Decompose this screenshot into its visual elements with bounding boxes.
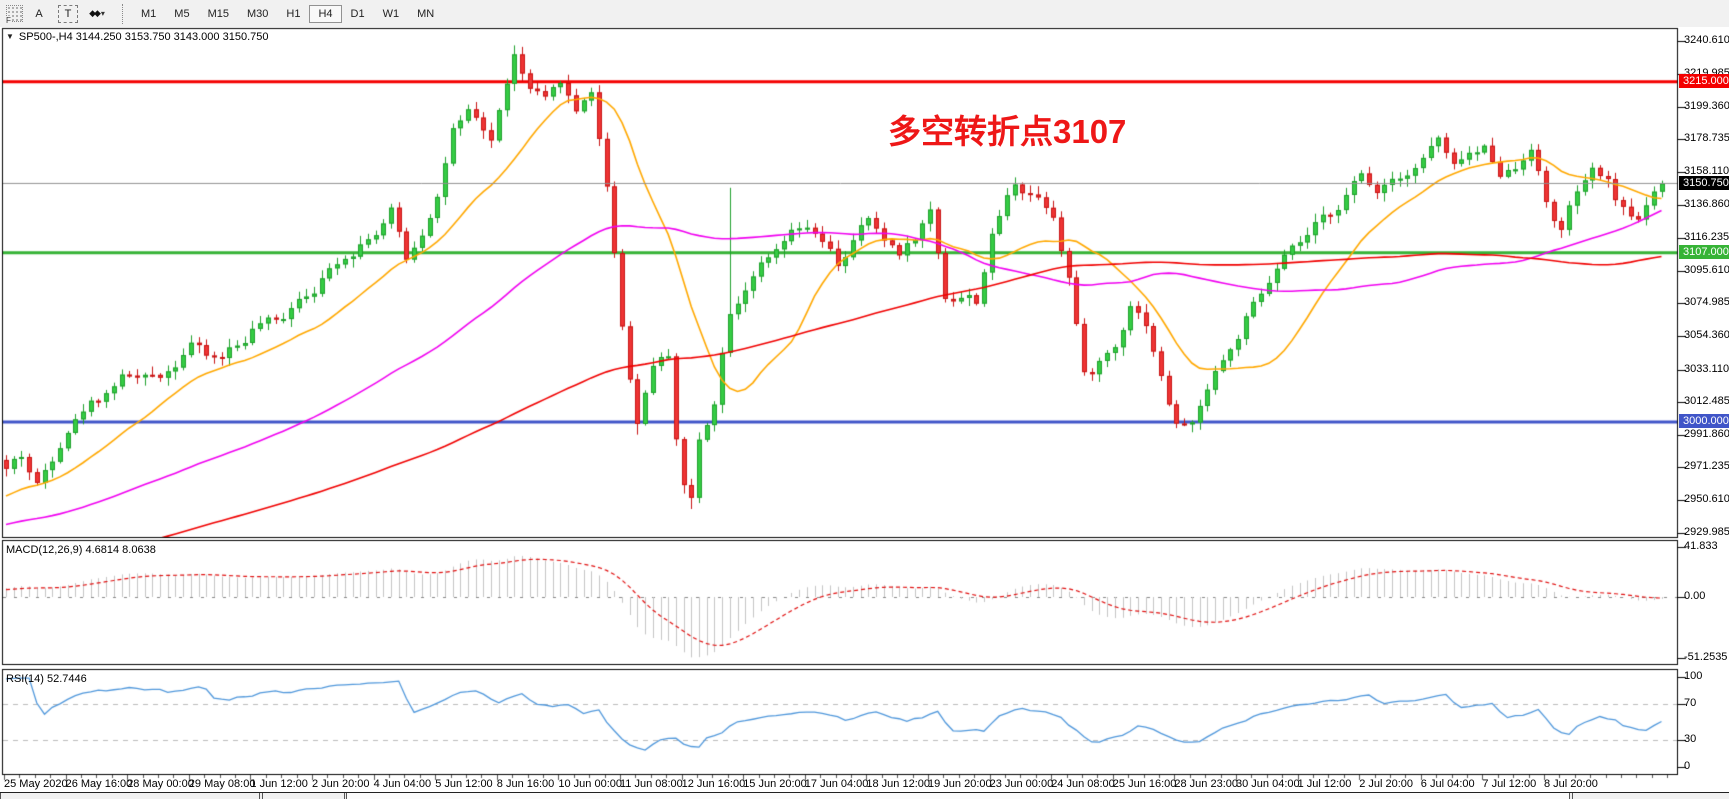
time-tick-label: 25 Jun 16:00 [1112, 778, 1177, 790]
time-tick-label: 23 Jun 00:00 [989, 778, 1054, 790]
time-tick-label: 7 Jul 12:00 [1482, 778, 1537, 790]
price-tick-label: 3116.235 [1684, 231, 1729, 244]
text-label-tool-button[interactable]: T [58, 4, 78, 23]
macd-tick-label: 0.00 [1684, 590, 1706, 602]
chevron-down-icon: ▾ [100, 9, 105, 18]
rsi-tick-label: 30 [1684, 733, 1697, 745]
time-tick-label: 12 Jun 16:00 [681, 778, 746, 790]
price-tick-label: 3136.860 [1684, 198, 1729, 211]
toolbar-gripper-icon[interactable]: F [5, 5, 23, 25]
price-tick-label: 3178.735 [1684, 132, 1729, 145]
time-tick-label: 10 Jun 00:00 [558, 778, 623, 790]
time-tick-label: 18 Jun 12:00 [866, 778, 931, 790]
time-tick-label: 11 Jun 08:00 [620, 778, 683, 790]
time-tick-label: 19 Jun 20:00 [928, 778, 992, 790]
time-tick-label: 28 May 00:00 [127, 778, 194, 790]
arrows-tool-icon: ◆◆ [89, 8, 101, 18]
price-chart-canvas[interactable] [0, 27, 1729, 799]
tf-button-H1[interactable]: H1 [286, 7, 301, 20]
price-badge-3000: 3000.000 [1679, 414, 1729, 429]
price-tick-label: 3054.360 [1684, 328, 1729, 341]
arrows-tool-button[interactable]: ◆◆ ▾ [86, 3, 108, 24]
chart-tab-segment[interactable] [0, 793, 260, 799]
chart-title: ▼ SP500-,H4 3144.250 3153.750 3143.000 31… [6, 31, 268, 43]
time-tick-label: 28 Jun 23:00 [1174, 778, 1239, 790]
macd-tick-label: 41.833 [1684, 540, 1718, 552]
tf-button-M15[interactable]: M15 [207, 7, 229, 20]
price-tick-label: 3199.360 [1684, 99, 1729, 112]
chart-tabs-strip [0, 792, 1729, 799]
price-tick-label: 3033.110 [1684, 362, 1729, 375]
time-tick-label: 8 Jun 16:00 [496, 778, 555, 790]
price-tick-label: 2971.235 [1684, 460, 1729, 473]
rsi-tick-label: 100 [1684, 670, 1703, 682]
macd-label: MACD(12,26,9) 4.6814 8.0638 [6, 544, 156, 556]
price-badge-3215: 3215.000 [1679, 74, 1729, 89]
tf-button-M1[interactable]: M1 [141, 7, 157, 20]
timeframe-group: M1 M5 M15 M30 H1 H4 D1 W1 MN [132, 4, 443, 23]
time-tick-label: 6 Jul 04:00 [1420, 778, 1475, 790]
price-tick-label: 3074.985 [1684, 296, 1729, 309]
time-tick-label: 17 Jun 04:00 [804, 778, 869, 790]
tf-button-D1[interactable]: D1 [350, 7, 365, 20]
time-tick-label: 30 Jun 04:00 [1236, 778, 1300, 790]
time-tick-label: 29 May 08:00 [188, 778, 256, 790]
tf-button-M5[interactable]: M5 [174, 7, 190, 20]
toolbar: F A T ◆◆ ▾ M1 M5 M15 M30 H1 H4 D1 W1 MN [0, 0, 1729, 27]
macd-tick-label: -51.2535 [1684, 651, 1728, 664]
time-tick-label: 4 Jun 04:00 [373, 778, 432, 790]
chart-tab-segment[interactable] [1572, 793, 1729, 799]
time-tick-label: 24 Jun 08:00 [1051, 778, 1115, 790]
time-tick-label: 2 Jul 20:00 [1359, 778, 1414, 790]
rsi-label: RSI(14) 52.7446 [6, 673, 87, 685]
rsi-tick-label: 0 [1684, 760, 1691, 772]
chart-title-text: SP500-,H4 3144.250 3153.750 3143.000 315… [18, 31, 269, 43]
gripper-f-label: F [5, 16, 12, 25]
time-tick-label: 1 Jun 12:00 [250, 778, 308, 790]
toolbar-separator [122, 3, 123, 24]
time-tick-label: 8 Jul 20:00 [1544, 778, 1598, 790]
price-tick-label: 2991.860 [1684, 427, 1729, 440]
time-tick-label: 1 Jul 12:00 [1297, 778, 1352, 790]
tf-button-MN[interactable]: MN [417, 7, 435, 20]
price-tick-label: 3095.610 [1684, 263, 1729, 276]
chart-tab-segment[interactable] [346, 793, 1570, 799]
tf-button-H4[interactable]: H4 [309, 4, 342, 23]
price-tick-label: 3240.610 [1684, 34, 1729, 47]
font-tool-button[interactable]: A [35, 7, 43, 20]
time-tick-label: 5 Jun 12:00 [435, 778, 493, 790]
annotation-text[interactable]: 多空转折点3107 [888, 113, 1127, 150]
time-tick-label: 25 May 2020 [4, 778, 68, 790]
rsi-tick-label: 70 [1684, 697, 1697, 709]
price-badge-3107: 3107.000 [1679, 245, 1729, 260]
time-tick-label: 2 Jun 20:00 [312, 778, 370, 790]
symbol-dropdown-icon[interactable]: ▼ [6, 32, 14, 41]
price-tick-label: 2950.610 [1684, 493, 1729, 506]
price-tick-label: 3158.110 [1684, 164, 1729, 177]
price-tick-label: 3012.485 [1684, 395, 1729, 408]
chart-tab-segment[interactable] [262, 793, 345, 799]
tf-button-W1[interactable]: W1 [382, 7, 400, 20]
price-tick-label: 2929.985 [1684, 525, 1729, 538]
chart-area: ▼ SP500-,H4 3144.250 3153.750 3143.000 31… [0, 27, 1729, 799]
time-tick-label: 15 Jun 20:00 [743, 778, 807, 790]
tf-button-M30[interactable]: M30 [246, 7, 269, 20]
price-badge-3151: 3150.750 [1679, 175, 1729, 190]
time-tick-label: 26 May 16:00 [65, 778, 133, 790]
